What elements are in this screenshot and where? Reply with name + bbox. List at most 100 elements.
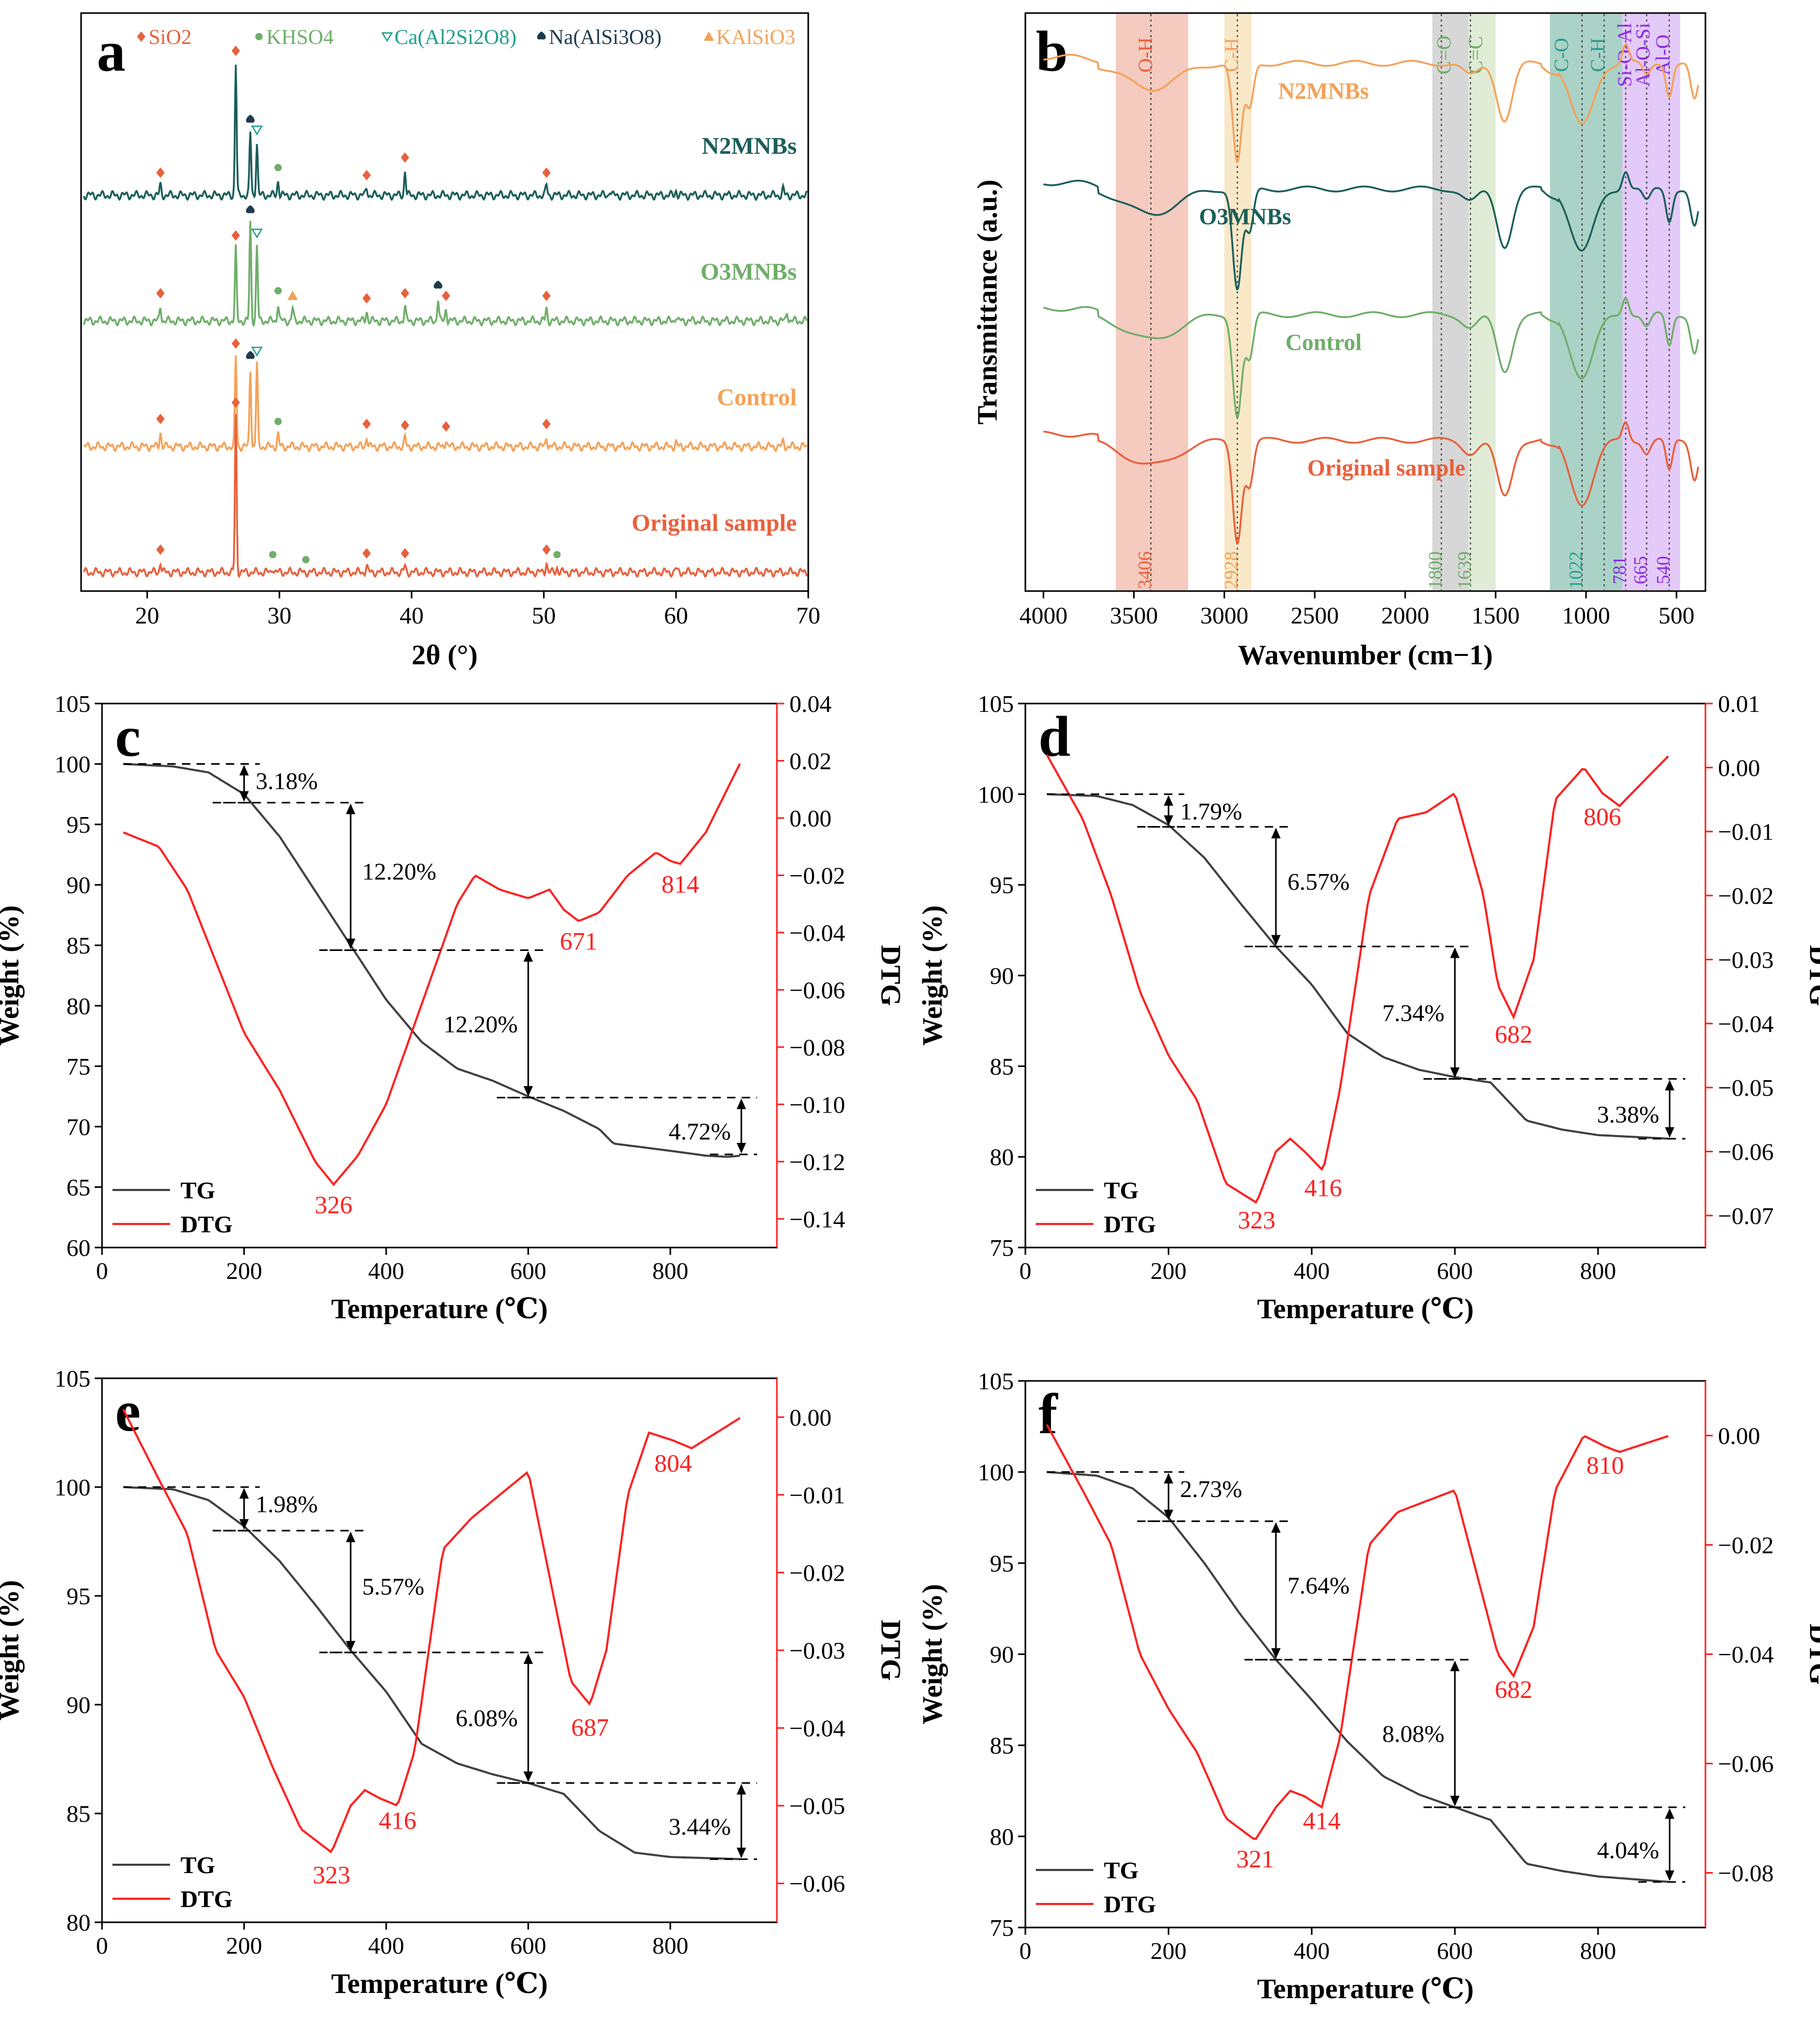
step-arrowhead [239, 791, 249, 802]
y-tick-label: 100 [978, 781, 1014, 808]
step-arrowhead [1271, 827, 1281, 838]
y-tick-label: 80 [990, 1823, 1014, 1850]
band-wavenumber: 540 [1653, 556, 1674, 584]
panel-letter: d [1038, 705, 1070, 768]
y2-tick-label: −0.06 [1718, 1751, 1773, 1777]
y2-tick-label: −0.04 [789, 1715, 845, 1742]
y-tick-label: 85 [66, 1800, 91, 1827]
x-tick-label: 500 [1658, 602, 1694, 629]
caal-marker [251, 346, 263, 357]
sio2-marker [542, 167, 551, 178]
sio2-marker [231, 46, 240, 56]
x-tick-label: 400 [368, 1257, 404, 1284]
y2-tick-label: −0.03 [1718, 946, 1773, 973]
khso4-marker [255, 33, 263, 40]
ftir-band [1622, 14, 1641, 590]
sio2-marker [156, 167, 165, 178]
step-arrowhead [1271, 935, 1281, 946]
legend-label: KHSO4 [266, 25, 334, 49]
x-tick-label: 600 [510, 1257, 546, 1284]
y2-tick-label: 0.01 [1718, 690, 1760, 717]
y-tick-label: 105 [978, 1368, 1014, 1395]
ftir-band [1468, 14, 1496, 590]
panel-c-frame [101, 702, 778, 1249]
panel-f: 0 200 400 600 800 75 80 85 90 95 100 105 0.00 −0.02 −0… [917, 1368, 1820, 2004]
y2-tick-label: 0.00 [789, 1404, 832, 1431]
x-tick-label: 600 [1437, 1257, 1473, 1284]
y2-tick-label: −0.04 [789, 920, 845, 946]
naal-marker [246, 350, 255, 359]
x-tick-label: 30 [267, 602, 291, 629]
caal-marker [251, 126, 263, 135]
step-label: 3.38% [1597, 1101, 1659, 1128]
legend-label-tg: TG [1104, 1857, 1138, 1884]
y2-tick-label: 0.04 [789, 690, 832, 717]
caal-marker [381, 32, 393, 42]
y-tick-label: 100 [978, 1459, 1014, 1486]
x-tick-label: 40 [400, 602, 424, 629]
ftir-series-line [1043, 297, 1699, 418]
ftir-sample-label: Original sample [1307, 455, 1465, 481]
y-tick-label: 85 [990, 1053, 1014, 1080]
y2-tick-label: −0.01 [1718, 819, 1773, 845]
dtg-peak-label: 810 [1586, 1452, 1624, 1480]
y-tick-label: 100 [54, 1474, 91, 1501]
band-label: C-O [1551, 38, 1573, 72]
dtg-peak-label: 323 [313, 1862, 351, 1889]
step-label: 4.72% [669, 1118, 731, 1145]
ftir-band [1432, 14, 1469, 590]
step-arrowhead [346, 1641, 356, 1652]
tg-curve [1047, 793, 1668, 1140]
sio2-marker [442, 290, 450, 301]
x-tick-label: 70 [796, 602, 820, 629]
legend-label-dtg: DTG [1104, 1891, 1156, 1918]
x-axis-title: Wavenumber (cm−1) [1238, 639, 1493, 671]
tg-curve [123, 763, 740, 1158]
ftir-sample-label: N2MNBs [1278, 78, 1369, 104]
step-arrowhead [1450, 1660, 1460, 1671]
step-arrowhead [1665, 1870, 1675, 1881]
y2-tick-label: −0.03 [789, 1637, 845, 1664]
dtg-peak-label: 671 [560, 928, 597, 956]
y-axis-title: Transmittance (a.u.) [971, 179, 1003, 424]
xrd-series-line [83, 414, 808, 579]
y-tick-label: 80 [66, 993, 91, 1019]
step-label: 12.20% [362, 858, 436, 885]
sio2-marker [401, 152, 410, 163]
band-wavenumber: 781 [1609, 556, 1630, 584]
band-label: C-H [1220, 38, 1242, 72]
x-tick-label: 400 [1294, 1257, 1330, 1284]
panel-letter: e [115, 1379, 141, 1443]
sio2-marker [362, 548, 371, 559]
y-axis-title: Weight (%) [0, 1580, 25, 1720]
step-label: 4.04% [1597, 1837, 1659, 1864]
step-label: 12.20% [444, 1011, 518, 1037]
legend-label-tg: TG [1104, 1177, 1138, 1204]
step-arrowhead [737, 1784, 747, 1795]
y-tick-label: 95 [990, 1550, 1014, 1577]
panel-letter: c [115, 705, 141, 768]
step-label: 1.79% [1180, 798, 1242, 824]
y-tick-label: 90 [66, 872, 91, 899]
y2-tick-label: −0.06 [1718, 1138, 1773, 1165]
sio2-marker [542, 290, 551, 301]
naal-marker [246, 115, 255, 123]
y-tick-label: 60 [66, 1234, 91, 1261]
y2-tick-label: −0.05 [789, 1793, 845, 1819]
x-axis-title: Temperature (℃) [331, 1968, 548, 1999]
y2-tick-label: −0.02 [1718, 882, 1773, 909]
kalsio3-marker [287, 290, 298, 300]
step-arrowhead [1665, 1080, 1675, 1091]
step-arrowhead [346, 803, 356, 814]
x-tick-label: 800 [1580, 1257, 1616, 1284]
dtg-peak-label: 806 [1584, 803, 1621, 831]
ftir-band [1115, 14, 1189, 590]
y2-tick-label: 0.00 [1718, 1423, 1760, 1449]
naal-marker [434, 280, 443, 289]
x-tick-label: 60 [664, 602, 688, 629]
legend-label-tg: TG [180, 1177, 215, 1204]
y2-axis-title: DTG [875, 945, 907, 1006]
legend-label-dtg: DTG [180, 1886, 233, 1912]
y-tick-label: 75 [990, 1234, 1014, 1261]
